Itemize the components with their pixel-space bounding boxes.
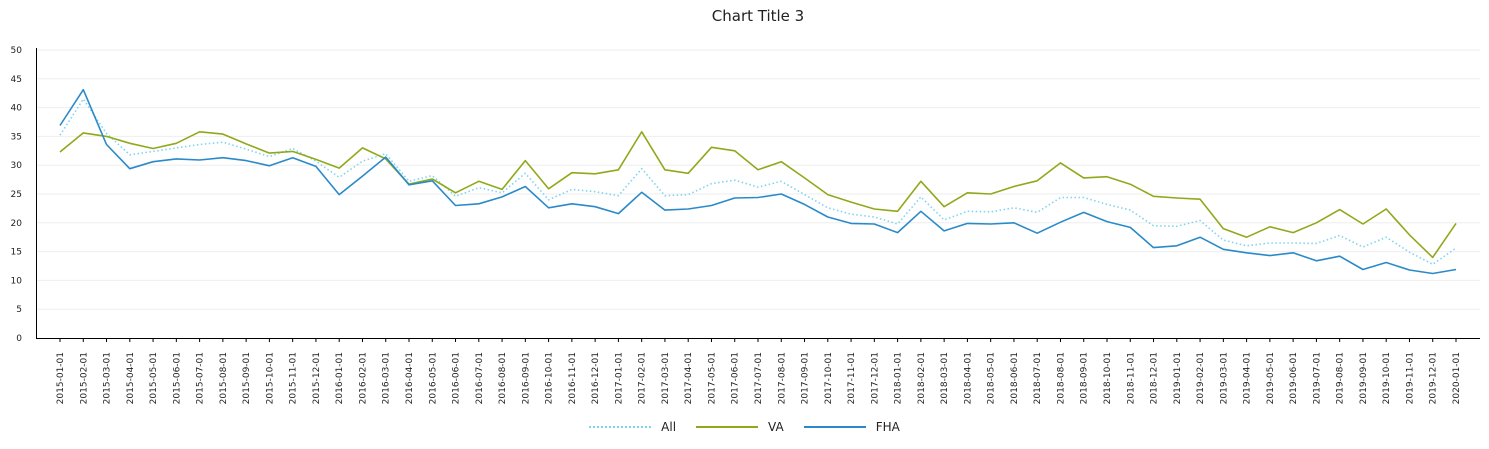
- x-tick-label: 2016-04-01: [405, 352, 415, 404]
- x-tick-label: 2017-09-01: [801, 352, 811, 404]
- x-tick-label: 2019-02-01: [1196, 352, 1206, 404]
- x-tick-label: 2018-03-01: [940, 352, 950, 404]
- x-tick-label: 2019-10-01: [1382, 352, 1392, 404]
- legend-item-fha: FHA: [803, 420, 900, 434]
- y-tick-label: 45: [11, 75, 22, 85]
- x-tick-label: 2019-06-01: [1289, 352, 1299, 404]
- x-tick-label: 2017-06-01: [731, 352, 741, 404]
- x-tick-label: 2018-05-01: [987, 352, 997, 404]
- legend-swatch: [589, 426, 652, 428]
- x-tick-label: 2015-01-01: [56, 352, 66, 404]
- x-tick-label: 2017-01-01: [614, 352, 624, 404]
- legend-label: FHA: [875, 420, 900, 434]
- x-tick-label: 2018-01-01: [894, 352, 904, 404]
- gridlines: [37, 49, 1480, 310]
- legend-item-va: VA: [696, 420, 784, 434]
- x-tick-label: 2016-08-01: [498, 352, 508, 404]
- x-tick-label: 2017-12-01: [870, 352, 880, 404]
- y-tick-label: 10: [11, 276, 23, 286]
- x-tick-label: 2018-06-01: [1010, 352, 1020, 404]
- x-tick-label: 2017-04-01: [684, 352, 694, 404]
- x-axis-ticks: 2015-01-01 2015-02-01 2015-03-01 2015-04-01…: [56, 338, 1462, 404]
- x-tick-label: 2019-12-01: [1429, 352, 1439, 404]
- x-tick-label: 2017-07-01: [754, 352, 764, 404]
- x-tick-label: 2015-04-01: [126, 352, 136, 404]
- x-tick-label: 2015-03-01: [103, 352, 113, 404]
- x-tick-label: 2015-02-01: [79, 352, 89, 404]
- x-tick-label: 2018-04-01: [963, 352, 973, 404]
- x-tick-label: 2015-12-01: [312, 352, 322, 404]
- x-tick-label: 2019-09-01: [1359, 352, 1369, 404]
- x-tick-label: 2017-02-01: [638, 352, 648, 404]
- x-tick-label: 2015-06-01: [172, 352, 182, 404]
- y-tick-label: 20: [11, 219, 23, 229]
- x-tick-label: 2016-07-01: [475, 352, 485, 404]
- x-tick-label: 2016-05-01: [428, 352, 438, 404]
- series-lines: [59, 88, 1457, 275]
- x-tick-label: 2018-02-01: [917, 352, 927, 404]
- x-tick-label: 2015-10-01: [265, 352, 275, 404]
- legend-item-all: All: [589, 420, 676, 434]
- y-axis-ticks: 0 5 10 15 20 25 30 35 40 45 50: [11, 46, 23, 344]
- legend-swatch: [696, 426, 759, 428]
- x-tick-label: 2017-08-01: [777, 352, 787, 404]
- x-tick-label: 2018-10-01: [1103, 352, 1113, 404]
- y-tick-label: 25: [11, 190, 22, 200]
- x-tick-label: 2016-06-01: [452, 352, 462, 404]
- legend: All VA FHA: [0, 420, 1489, 434]
- legend-swatch: [803, 426, 866, 428]
- x-tick-label: 2019-07-01: [1312, 352, 1322, 404]
- chart-title: Chart Title 3: [711, 7, 805, 25]
- x-tick-label: 2016-12-01: [591, 352, 601, 404]
- x-tick-label: 2017-11-01: [847, 352, 857, 404]
- y-tick-label: 30: [11, 161, 23, 171]
- x-tick-label: 2016-03-01: [382, 352, 392, 404]
- series-line-va: [59, 131, 1457, 259]
- x-tick-label: 2019-11-01: [1405, 352, 1415, 404]
- x-tick-label: 2018-08-01: [1056, 352, 1066, 404]
- x-tick-label: 2015-11-01: [289, 352, 299, 404]
- x-tick-label: 2018-07-01: [1033, 352, 1043, 404]
- x-tick-label: 2020-01-01: [1452, 352, 1462, 404]
- x-tick-label: 2019-03-01: [1219, 352, 1229, 404]
- y-tick-label: 5: [16, 305, 22, 315]
- x-tick-label: 2019-05-01: [1266, 352, 1276, 404]
- y-tick-label: 40: [11, 104, 23, 114]
- x-tick-label: 2017-05-01: [707, 352, 717, 404]
- x-tick-label: 2015-07-01: [196, 352, 206, 404]
- legend-label: VA: [768, 420, 784, 434]
- y-tick-label: 35: [11, 132, 22, 142]
- x-tick-label: 2018-09-01: [1080, 352, 1090, 404]
- x-tick-label: 2016-02-01: [358, 352, 368, 404]
- y-tick-label: 15: [11, 248, 22, 258]
- x-tick-label: 2016-09-01: [521, 352, 531, 404]
- x-tick-label: 2015-08-01: [219, 352, 229, 404]
- x-tick-label: 2016-11-01: [568, 352, 578, 404]
- y-tick-label: 0: [16, 334, 22, 344]
- x-tick-label: 2015-09-01: [242, 352, 252, 404]
- x-tick-label: 2017-03-01: [661, 352, 671, 404]
- x-tick-label: 2015-05-01: [149, 352, 159, 404]
- x-tick-label: 2019-04-01: [1243, 352, 1253, 404]
- x-tick-label: 2019-08-01: [1336, 352, 1346, 404]
- x-tick-label: 2018-11-01: [1126, 352, 1136, 404]
- x-tick-label: 2018-12-01: [1150, 352, 1160, 404]
- legend-label: All: [661, 420, 677, 434]
- y-tick-label: 50: [11, 46, 23, 56]
- x-tick-label: 2019-01-01: [1173, 352, 1183, 404]
- series-line-all: [59, 98, 1457, 266]
- x-tick-label: 2017-10-01: [824, 352, 834, 404]
- x-tick-label: 2016-01-01: [335, 352, 345, 404]
- x-tick-label: 2016-10-01: [545, 352, 555, 404]
